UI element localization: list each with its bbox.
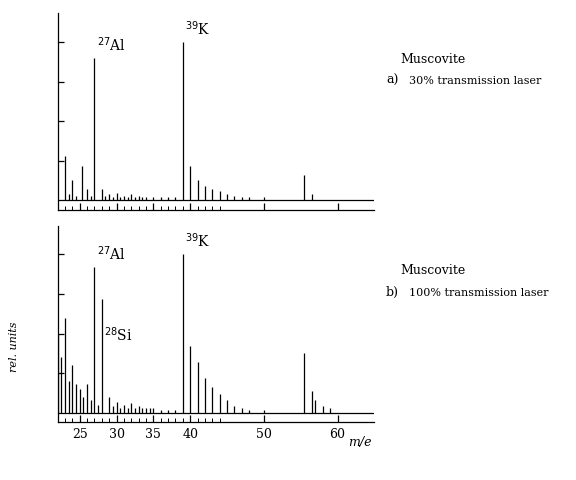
Text: 100% transmission laser: 100% transmission laser — [409, 287, 548, 297]
Text: a): a) — [386, 74, 398, 87]
Text: $^{28}$Si: $^{28}$Si — [104, 325, 132, 343]
Text: Muscovite: Muscovite — [400, 52, 465, 65]
Text: $^{27}$Al: $^{27}$Al — [97, 244, 126, 263]
Text: Muscovite: Muscovite — [400, 264, 465, 276]
Text: m/e: m/e — [348, 435, 372, 448]
Text: $^{39}$K: $^{39}$K — [185, 20, 210, 38]
Text: $^{39}$K: $^{39}$K — [185, 231, 210, 250]
Text: $^{27}$Al: $^{27}$Al — [97, 36, 126, 54]
Text: b): b) — [386, 285, 399, 298]
Text: rel. units: rel. units — [9, 321, 20, 371]
Text: 30% transmission laser: 30% transmission laser — [409, 76, 541, 86]
